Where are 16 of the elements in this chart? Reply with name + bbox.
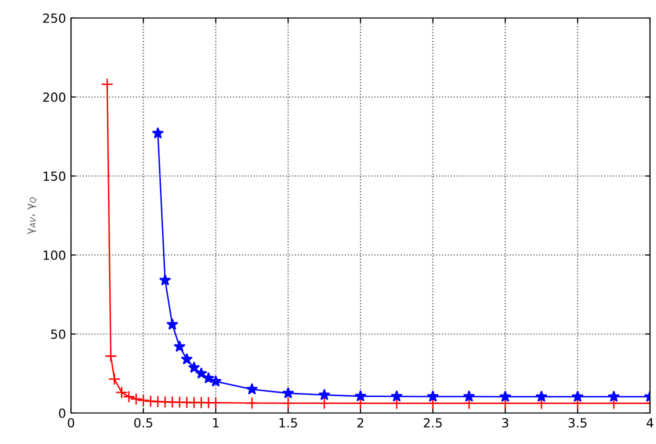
x-tick-label: 0	[68, 418, 74, 428]
x-tick-label: 3	[502, 418, 508, 428]
y-tick-label: 0	[59, 408, 66, 418]
y-tick-label: 150	[44, 171, 66, 181]
y-axis-title: γ$_{AV}$, γ$_{Q}$	[28, 197, 37, 234]
y-tick-label: 50	[51, 329, 66, 339]
x-tick-label: 2	[357, 418, 364, 428]
y-tick-label: 200	[43, 92, 66, 102]
y-tick-label: 250	[43, 13, 66, 23]
x-tick-label: 2.5	[424, 418, 442, 428]
x-tick-label: 1.5	[280, 418, 297, 428]
x-tick-label: 3.5	[568, 418, 586, 428]
x-tick-label: 4	[646, 418, 654, 428]
y-tick-label: 100	[44, 250, 66, 260]
x-tick-label: 0.5	[134, 418, 152, 428]
x-tick-label: 1	[213, 418, 219, 428]
